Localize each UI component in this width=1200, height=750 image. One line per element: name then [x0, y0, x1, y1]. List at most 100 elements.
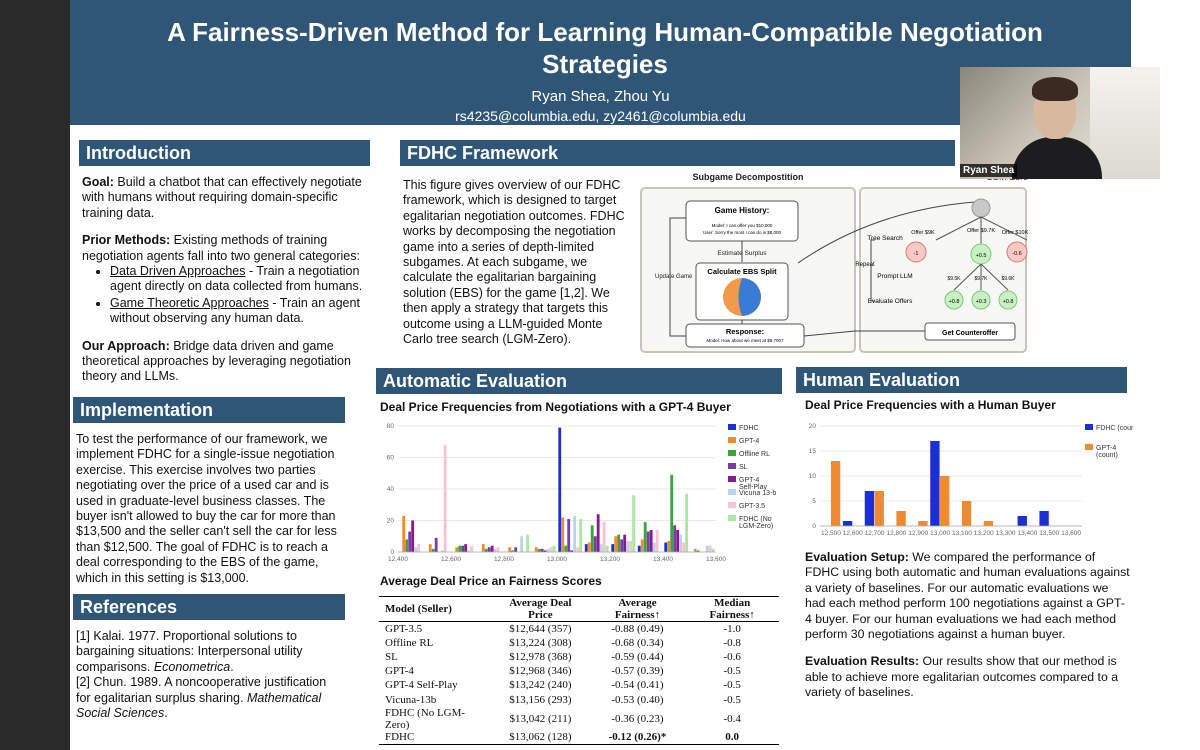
- legend-label: Offline RL: [739, 451, 770, 458]
- prompt-llm-label: Prompt LLM: [877, 273, 912, 280]
- bar: [640, 539, 644, 552]
- table-cell: FDHC (No LGM-Zero): [385, 706, 466, 731]
- table-row: FDHC $13,062 (128) -0.12 (0.26)* 0.0: [379, 730, 779, 746]
- table-title: Average Deal Price an Fairness Scores: [380, 574, 602, 588]
- bar: [623, 534, 627, 552]
- y-tick-label: 40: [387, 486, 395, 493]
- table-body: GPT-3.5 $12,644 (357) -0.88 (0.49) -1.0 Offl…: [379, 622, 779, 746]
- x-tick-label: 13,000: [547, 556, 567, 563]
- bar: [440, 550, 444, 552]
- bar: [514, 547, 518, 552]
- table-cell: FDHC: [379, 730, 492, 746]
- poster-header: A Fairness-Driven Method for Learning Hu…: [70, 0, 1131, 125]
- webcam-person-hair: [1032, 77, 1078, 101]
- leaf-value: +0.8: [949, 299, 960, 305]
- lgm-panel: [859, 187, 1027, 353]
- reference-text: [1] Kalai. 1977. Proportional solutions …: [76, 629, 303, 674]
- bar: [693, 548, 697, 552]
- legend-label: FDHC: [739, 425, 758, 432]
- column-header: Average Deal Price: [491, 596, 590, 622]
- poster-title: A Fairness-Driven Method for Learning Hu…: [167, 17, 1043, 79]
- bar: [414, 547, 418, 552]
- bar: [961, 501, 972, 526]
- bar: [558, 427, 562, 552]
- bar: [587, 542, 591, 552]
- y-tick-label: 60: [387, 455, 395, 462]
- table-cell: -0.6: [723, 650, 741, 663]
- bar: [487, 547, 491, 552]
- column-header: Median Fairness↑: [685, 596, 779, 622]
- bar: [570, 550, 574, 552]
- legend-swatch: [728, 476, 736, 482]
- bullet-text: - Train a negotiation agent directly on …: [110, 264, 363, 294]
- legend-label: Vicuna 13-b: [739, 490, 776, 497]
- bar: [874, 491, 884, 526]
- reference-1: [1] Kalai. 1977. Proportional solutions …: [76, 629, 344, 675]
- bar: [408, 531, 412, 552]
- bar: [493, 548, 497, 552]
- bar: [649, 529, 653, 552]
- bar: [464, 544, 468, 552]
- table-cell: Offline RL: [385, 636, 434, 649]
- table-cell: -0.4: [723, 712, 741, 725]
- table-cell: $13,062 (128): [491, 730, 590, 746]
- repeat-bracket: [870, 239, 875, 302]
- bar: [842, 521, 853, 526]
- table-header-row: Model (Seller) Average Deal Price Averag…: [379, 596, 779, 622]
- legend-swatch: [728, 437, 736, 443]
- x-tick-label: 13,600: [706, 556, 726, 563]
- x-tick-label: 13,300: [996, 530, 1016, 537]
- webcam-name-label: Ryan Shea: [960, 164, 1018, 177]
- bar: [1039, 511, 1049, 526]
- bar: [620, 539, 624, 552]
- y-tick-label: 20: [809, 423, 817, 430]
- table-cell: Vicuna-13b: [385, 693, 437, 706]
- x-tick-label: 13,000: [930, 530, 950, 537]
- table-cell: $13,224 (308): [509, 636, 572, 649]
- reference-end: .: [230, 659, 234, 674]
- tree-edge: [935, 216, 982, 241]
- setup-paragraph: Evaluation Setup: We compared the perfor…: [805, 550, 1130, 642]
- bar: [682, 542, 686, 552]
- model-message: Model: I can offer you $10,000: [712, 223, 773, 228]
- results-table: Model (Seller) Average Deal Price Averag…: [379, 596, 779, 746]
- table-cell: -0.59 (0.44): [611, 650, 664, 663]
- bar: [637, 545, 641, 552]
- data-driven-link[interactable]: Data Driven Approaches: [110, 264, 246, 279]
- node-value: +0.5: [976, 253, 987, 259]
- table-cell: 0.0: [685, 730, 779, 746]
- leaf-nodes: $9.5K $9.7K $9.6K +0.8 +0.3 +0.8: [944, 263, 1018, 310]
- table-cell: GPT-4 Self-Play: [385, 679, 458, 692]
- bar: [540, 548, 544, 552]
- column-header: Model (Seller): [379, 596, 492, 622]
- table-row: GPT-4 $12,968 (346) -0.57 (0.39) -0.5: [379, 664, 779, 678]
- bar: [676, 529, 680, 552]
- prior-text: Existing methods of training negotiation…: [82, 233, 360, 263]
- ebs-pie-slice: [738, 278, 761, 316]
- bar: [467, 550, 471, 552]
- bar: [484, 548, 488, 552]
- leaf-node: [971, 290, 991, 310]
- legend-label: GPT-3.5: [739, 503, 765, 510]
- bar: [526, 534, 530, 552]
- bar: [405, 539, 409, 552]
- reference-2: [2] Chun. 1989. A noncooperative justifi…: [76, 675, 344, 721]
- bar: [567, 518, 571, 552]
- leaf-value: +0.3: [976, 299, 987, 305]
- table-row: Vicuna-13b $13,156 (293) -0.53 (0.40) -0.5: [379, 692, 779, 706]
- game-theoretic-link[interactable]: Game Theoretic Approaches: [110, 295, 269, 310]
- response-message: Model: How about we meet at $8,700?: [706, 338, 784, 343]
- y-tick-label: 0: [812, 523, 816, 530]
- legend-swatch: [728, 515, 736, 521]
- x-tick-label: 12,700: [865, 530, 885, 537]
- bar: [670, 474, 674, 552]
- offer-label: Offer $10K: [1002, 230, 1029, 236]
- list-item: Data Driven Approaches - Train a negotia…: [110, 264, 372, 295]
- legend-label: GPT-4 Self-Play: [739, 477, 768, 491]
- bar: [679, 534, 683, 552]
- subgame-title: Subgame Decompostition: [692, 172, 803, 182]
- bar: [564, 545, 568, 552]
- bar: [455, 547, 459, 552]
- leaf-value: +0.8: [1003, 299, 1014, 305]
